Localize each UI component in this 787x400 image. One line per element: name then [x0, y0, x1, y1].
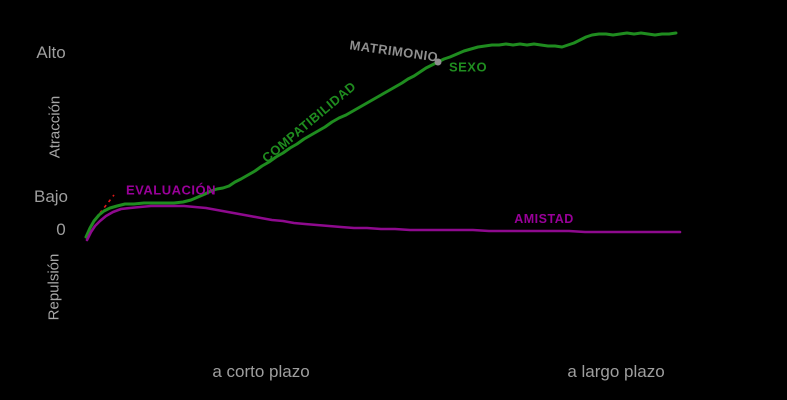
x-tick-largo-plazo: a largo plazo	[567, 362, 665, 381]
curve-label-amistad: AMISTAD	[514, 212, 574, 226]
curve-label-sexo: SEXO	[448, 59, 488, 75]
y-tick-zero: 0	[56, 220, 66, 239]
curve-label-evaluacion: EVALUACIÓN	[126, 182, 216, 198]
amistad-curve	[85, 204, 682, 242]
matrimonio-point-marker	[434, 58, 442, 66]
y-axis-title-repulsion: Repulsión	[45, 253, 63, 321]
y-axis-title-atraccion: Atracción	[46, 95, 64, 159]
y-tick-alto: Alto	[36, 43, 66, 62]
y-tick-bajo: Bajo	[33, 187, 69, 206]
x-tick-corto-plazo: a corto plazo	[212, 362, 310, 381]
sexo-curve	[84, 31, 678, 239]
